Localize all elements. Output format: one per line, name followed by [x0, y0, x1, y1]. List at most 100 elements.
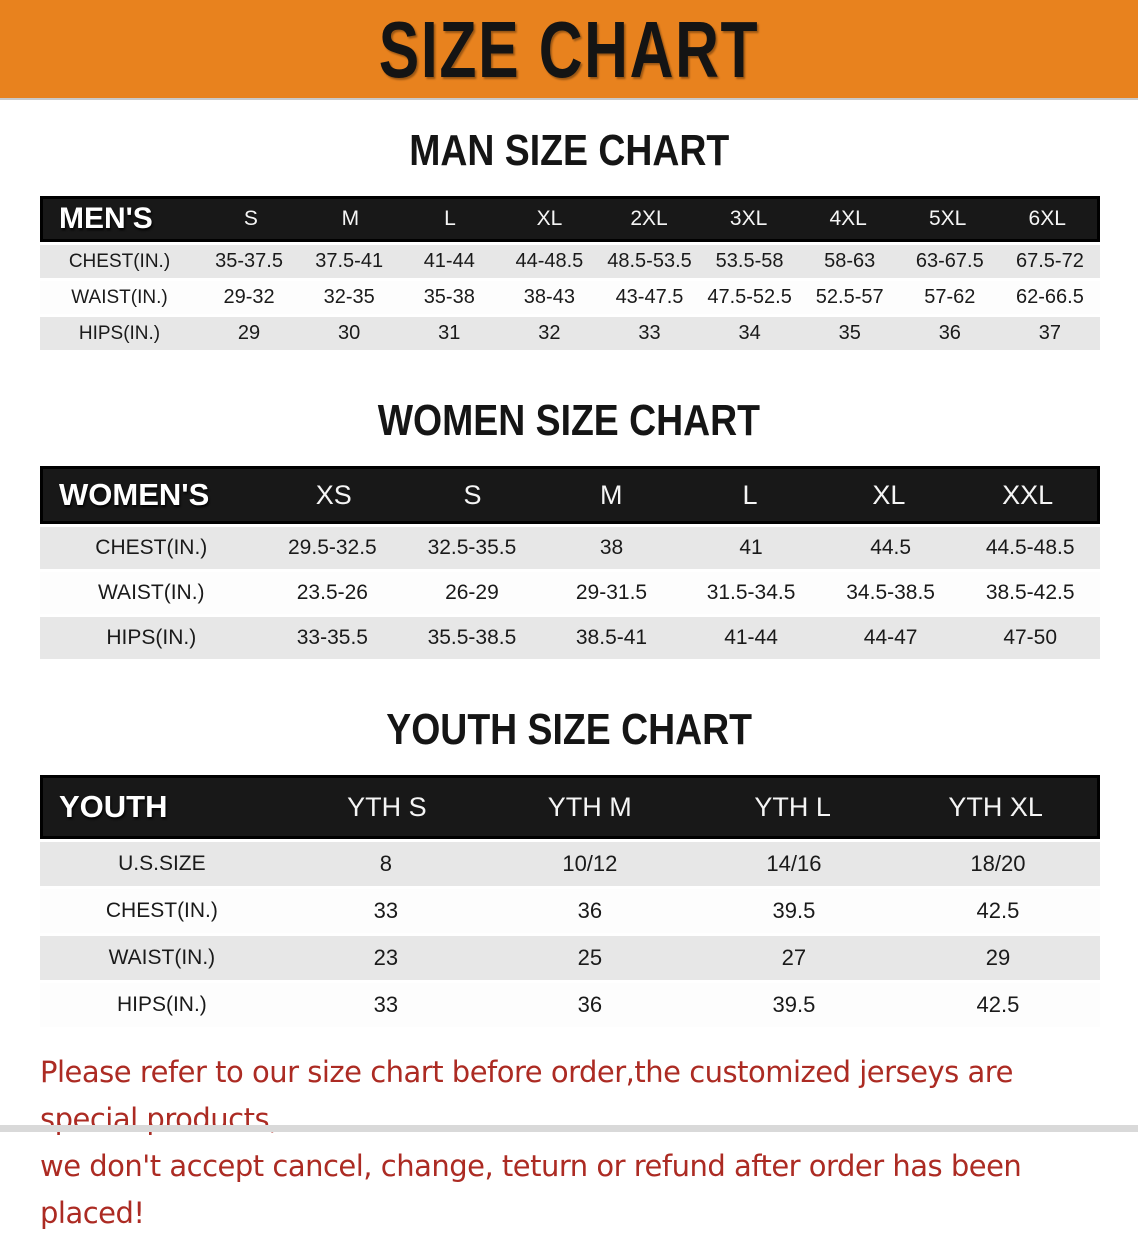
size-cell: 36: [938, 322, 961, 344]
size-cell: 48.5-53.5: [607, 250, 692, 272]
size-cell: 23: [373, 945, 399, 970]
size-cell: 39.5: [772, 992, 816, 1017]
bottom-edge-strip: [0, 1125, 1138, 1132]
women-col-header: XS: [315, 479, 352, 510]
men-heading-text: MAN SIZE CHART: [409, 126, 729, 175]
youth-col-header: YTH XL: [948, 791, 1043, 822]
youth-waist-row: WAIST(IN.) 23 25 27 29: [40, 936, 1100, 980]
size-chart-banner: SIZE CHART: [0, 0, 1138, 100]
size-cell: 32-35: [323, 286, 375, 308]
row-label: HIPS(IN.): [106, 626, 197, 649]
women-col-header: XL: [872, 479, 906, 510]
row-label: CHEST(IN.): [105, 899, 218, 922]
row-label: CHEST(IN.): [95, 536, 208, 559]
men-table-header-row: MEN'S S M L XL 2XL 3XL 4XL 5XL 6XL: [40, 196, 1100, 242]
size-cell: 53.5-58: [715, 250, 784, 272]
women-col-header: XXL: [1002, 479, 1054, 510]
size-cell: 34: [738, 322, 761, 344]
men-col-header: 4XL: [829, 207, 867, 230]
youth-heading-text: YOUTH SIZE CHART: [386, 705, 752, 754]
size-cell: 42.5: [976, 898, 1020, 923]
size-cell: 31.5-34.5: [706, 581, 796, 604]
men-section-heading: MAN SIZE CHART: [0, 126, 1138, 176]
size-cell: 32: [538, 322, 561, 344]
size-cell: 34.5-38.5: [846, 581, 935, 604]
size-cell: 33: [638, 322, 661, 344]
size-cell: 18/20: [970, 851, 1026, 876]
size-cell: 32.5-35.5: [427, 536, 517, 559]
women-hips-row: HIPS(IN.) 33-35.5 35.5-38.5 38.5-41 41-4…: [40, 617, 1100, 659]
women-waist-row: WAIST(IN.) 23.5-26 26-29 29-31.5 31.5-34…: [40, 572, 1100, 614]
size-cell: 39.5: [772, 898, 816, 923]
size-cell: 29-32: [223, 286, 275, 308]
row-label: U.S.SIZE: [118, 852, 206, 875]
women-corner-label: WOMEN'S: [59, 477, 210, 512]
size-cell: 36: [577, 898, 603, 923]
women-col-header: L: [742, 479, 758, 510]
disclaimer-line-1: Please refer to our size chart before or…: [40, 1055, 1013, 1136]
size-cell: 63-67.5: [915, 250, 984, 272]
size-cell: 38-43: [523, 286, 575, 308]
men-col-header: L: [444, 207, 456, 230]
size-cell: 41-44: [423, 250, 475, 272]
men-chest-row: CHEST(IN.) 35-37.5 37.5-41 41-44 44-48.5…: [40, 245, 1100, 278]
size-cell: 29: [237, 322, 261, 344]
size-cell: 35-37.5: [215, 250, 283, 272]
size-cell: 44.5-48.5: [985, 536, 1075, 559]
size-cell: 36: [577, 992, 603, 1017]
youth-table-header-row: YOUTH YTH S YTH M YTH L YTH XL: [40, 775, 1100, 839]
size-cell: 62-66.5: [1016, 286, 1084, 308]
women-table-header-row: WOMEN'S XS S M L XL XXL: [40, 466, 1100, 524]
size-cell: 57-62: [924, 286, 976, 308]
size-cell: 14/16: [766, 851, 822, 876]
size-cell: 44-47: [863, 626, 918, 649]
women-section-heading: WOMEN SIZE CHART: [0, 396, 1138, 446]
size-cell: 37.5-41: [315, 250, 384, 272]
size-cell: 41: [739, 536, 763, 559]
size-cell: 47-50: [1003, 626, 1058, 649]
men-col-header: M: [341, 207, 360, 230]
youth-ussize-row: U.S.SIZE 8 10/12 14/16 18/20: [40, 842, 1100, 886]
row-label: WAIST(IN.): [98, 581, 205, 604]
size-cell: 30: [338, 322, 361, 344]
youth-chest-row: CHEST(IN.) 33 36 39.5 42.5: [40, 889, 1100, 933]
women-col-header: M: [600, 479, 623, 510]
men-col-header: S: [243, 207, 258, 230]
size-cell: 8: [379, 851, 392, 876]
youth-col-header: YTH M: [547, 791, 632, 822]
banner-title: SIZE CHART: [378, 4, 760, 94]
women-chest-row: CHEST(IN.) 29.5-32.5 32.5-35.5 38 41 44.…: [40, 527, 1100, 569]
size-cell: 35: [838, 322, 861, 344]
women-size-table: WOMEN'S XS S M L XL XXL CHEST(IN.) 29.5-…: [40, 466, 1100, 659]
row-label: HIPS(IN.): [116, 993, 207, 1016]
men-corner-label: MEN'S: [59, 202, 153, 235]
size-cell: 35-38: [423, 286, 475, 308]
size-cell: 44.5: [870, 536, 912, 559]
size-cell: 29.5-32.5: [288, 536, 377, 559]
size-cell: 43-47.5: [615, 286, 684, 308]
youth-section-heading: YOUTH SIZE CHART: [0, 705, 1138, 755]
size-cell: 33: [373, 898, 399, 923]
size-cell: 52.5-57: [815, 286, 884, 308]
size-cell: 58-63: [824, 250, 876, 272]
size-cell: 26-29: [445, 581, 499, 604]
size-cell: 37: [1038, 322, 1062, 344]
size-cell: 38: [599, 536, 624, 559]
size-cell: 44-48.5: [515, 250, 584, 272]
size-cell: 27: [781, 945, 807, 970]
size-cell: 42.5: [976, 992, 1020, 1017]
size-cell: 41-44: [724, 626, 778, 649]
women-heading-text: WOMEN SIZE CHART: [377, 396, 761, 445]
size-cell: 47.5-52.5: [707, 286, 792, 308]
men-hips-row: HIPS(IN.) 29 30 31 32 33 34 35 36 37: [40, 317, 1100, 350]
size-cell: 35.5-38.5: [427, 626, 517, 649]
row-label: WAIST(IN.): [71, 286, 168, 308]
size-cell: 29-31.5: [575, 581, 648, 604]
size-cell: 38.5-41: [575, 626, 648, 649]
size-cell: 10/12: [562, 851, 618, 876]
row-label: CHEST(IN.): [68, 250, 171, 272]
men-waist-row: WAIST(IN.) 29-32 32-35 35-38 38-43 43-47…: [40, 281, 1100, 314]
men-col-header: 3XL: [729, 207, 768, 230]
disclaimer-line-2: we don't accept cancel, change, teturn o…: [40, 1149, 1022, 1230]
size-cell: 25: [577, 945, 603, 970]
